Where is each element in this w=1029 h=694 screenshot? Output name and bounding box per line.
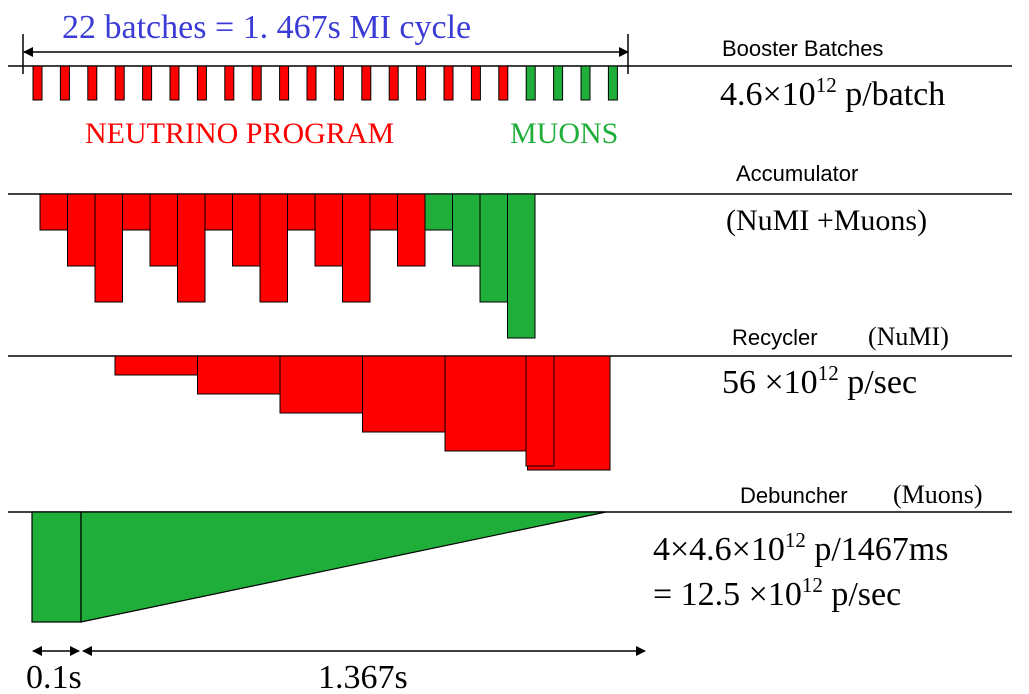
fill-time-label: 0.1s — [26, 659, 82, 694]
debuncher-rate-line1: 4×4.6×1012 p/1467ms — [653, 528, 948, 568]
neutrino-batch — [361, 65, 372, 101]
accumulator-neutrino-bar — [397, 193, 426, 267]
accumulator-neutrino-bar — [39, 193, 68, 231]
neutrino-batch — [306, 65, 317, 101]
neutrino-program-label: NEUTRINO PROGRAM — [85, 117, 394, 150]
cycle-title: 22 batches = 1. 467s MI cycle — [62, 9, 471, 46]
booster-label: Booster Batches — [722, 36, 883, 61]
accumulator-neutrino-bar — [259, 193, 288, 303]
recycler-step — [114, 355, 198, 376]
neutrino-batch — [142, 65, 153, 101]
debuncher-fill-block — [31, 511, 82, 623]
accumulator-neutrino-bar — [122, 193, 151, 231]
debuncher-sublabel: (Muons) — [893, 480, 983, 509]
neutrino-batch — [443, 65, 454, 101]
recycler-step — [362, 355, 446, 433]
accumulator-muon-bar — [479, 193, 508, 303]
recycler-bars — [114, 355, 611, 471]
accumulator-muon-bar — [507, 193, 536, 339]
accumulator-muon-bar — [424, 193, 453, 231]
booster-value: 4.6×1012 p/batch — [720, 73, 945, 113]
neutrino-batch — [169, 65, 180, 101]
muon-batch — [525, 65, 536, 101]
muon-batch — [580, 65, 591, 101]
accumulator-label: Accumulator — [736, 161, 858, 186]
neutrino-batch — [87, 65, 98, 101]
accumulator-neutrino-bar — [94, 193, 123, 303]
recycler-sublabel: (NuMI) — [868, 322, 949, 351]
accumulator-neutrino-bar — [177, 193, 206, 303]
recycler-label: Recycler — [732, 325, 818, 350]
accumulator-bars — [39, 193, 536, 339]
cool-time-label: 1.367s — [318, 659, 408, 694]
debuncher-label: Debuncher — [740, 483, 848, 508]
neutrino-batch — [224, 65, 235, 101]
accumulator-neutrino-bar — [67, 193, 96, 267]
recycler-step — [444, 355, 528, 452]
accumulator-neutrino-bar — [149, 193, 178, 267]
recycler-extraction-bar — [525, 355, 555, 467]
neutrino-batch — [32, 65, 43, 101]
accumulator-neutrino-bar — [369, 193, 398, 231]
accumulator-neutrino-bar — [232, 193, 261, 267]
neutrino-batch — [388, 65, 399, 101]
recycler-step — [197, 355, 281, 395]
recycler-value: 56 ×1012 p/sec — [722, 361, 917, 401]
muons-label: MUONS — [510, 117, 618, 150]
neutrino-batch — [251, 65, 262, 101]
recycler-step — [279, 355, 363, 414]
neutrino-batch — [59, 65, 70, 101]
neutrino-batch — [416, 65, 427, 101]
debuncher-cool-ramp — [80, 511, 607, 623]
muon-batch — [607, 65, 618, 101]
accumulator-neutrino-bar — [314, 193, 343, 267]
debuncher-rate-line2: = 12.5 ×1012 p/sec — [653, 573, 901, 613]
accumulator-sublabel: (NuMI +Muons) — [726, 204, 927, 237]
booster-batches — [32, 65, 618, 101]
muon-batch — [553, 65, 564, 101]
neutrino-batch — [333, 65, 344, 101]
neutrino-batch — [498, 65, 509, 101]
accumulator-neutrino-bar — [287, 193, 316, 231]
accumulator-muon-bar — [452, 193, 481, 267]
accumulator-neutrino-bar — [204, 193, 233, 231]
neutrino-batch — [470, 65, 481, 101]
neutrino-batch — [114, 65, 125, 101]
neutrino-batch — [279, 65, 290, 101]
accumulator-neutrino-bar — [342, 193, 371, 303]
neutrino-batch — [196, 65, 207, 101]
